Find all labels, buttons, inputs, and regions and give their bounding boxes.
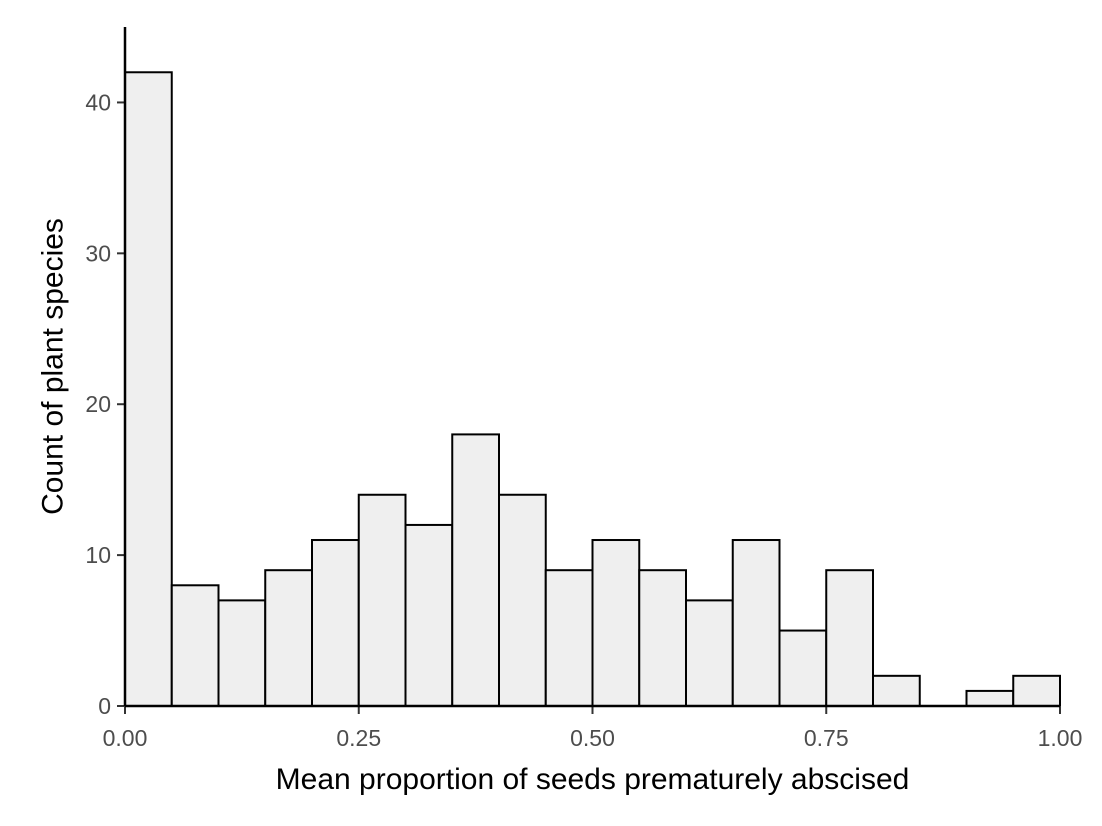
x-tick-label: 0.50	[570, 725, 615, 751]
histogram-bar-9	[544, 569, 594, 708]
histogram-bar-19	[1012, 674, 1061, 707]
histogram-bar-13	[731, 539, 781, 707]
histogram-bar-4	[311, 539, 360, 707]
x-tick-label: 0.00	[103, 725, 148, 751]
histogram-bar-18	[965, 689, 1015, 708]
histogram-bar-12	[685, 599, 734, 708]
x-tick-label: 0.25	[336, 725, 381, 751]
histogram-bar-2	[217, 599, 267, 708]
histogram-bar-14	[778, 629, 828, 707]
x-tick-label: 0.75	[804, 725, 849, 751]
y-tick-label: 30	[85, 240, 111, 266]
x-axis-ticks: 0.00 0.25 0.50 0.75 1.00	[103, 706, 1083, 751]
y-axis-title: Count of plant species	[37, 218, 70, 515]
histogram-bar-6	[404, 523, 454, 708]
histogram-bar-15	[825, 569, 874, 708]
histogram-bar-11	[638, 569, 687, 708]
y-axis-ticks: 0 10 20 30 40	[85, 89, 125, 719]
x-tick-label: 1.00	[1038, 725, 1083, 751]
y-tick-label: 20	[85, 391, 111, 417]
histogram-bar-5	[357, 493, 407, 707]
histogram-bar-1	[170, 584, 220, 707]
y-tick-label: 10	[85, 542, 111, 568]
histogram-bar-10	[591, 539, 641, 707]
histogram-bar-3	[264, 569, 313, 708]
histogram-bar-16	[872, 674, 921, 707]
histogram-bar-8	[498, 493, 547, 707]
histogram-bars	[124, 71, 1061, 708]
y-tick-label: 0	[98, 693, 111, 719]
y-tick-label: 40	[85, 89, 111, 115]
histogram-bar-7	[451, 433, 500, 707]
histogram-bar-0	[124, 71, 173, 708]
x-axis-title: Mean proportion of seeds prematurely abs…	[276, 763, 910, 796]
